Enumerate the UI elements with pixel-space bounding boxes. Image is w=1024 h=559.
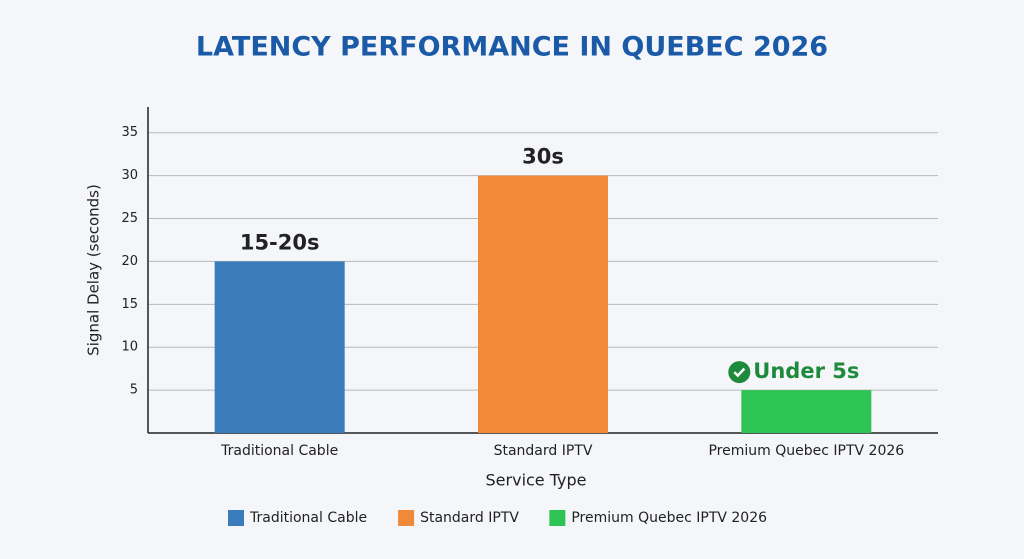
x-axis-label: Service Type [486,471,587,490]
y-tick-label: 30 [121,168,138,183]
legend-label: Premium Quebec IPTV 2026 [571,510,767,526]
legend-swatch [549,510,566,526]
bar [478,175,608,433]
y-axis-label: Signal Delay (seconds) [85,184,103,356]
y-tick-label: 25 [121,211,138,226]
value-label: Under 5s [753,359,859,383]
chart-title: LATENCY PERFORMANCE IN QUEBEC 2026 [196,32,828,63]
legend-label: Standard IPTV [420,510,519,526]
x-tick-label: Traditional Cable [220,443,338,459]
y-tick-label: 10 [121,340,138,355]
check-badge [728,361,751,384]
y-tick-label: 5 [130,383,138,398]
x-tick-label: Premium Quebec IPTV 2026 [708,443,904,459]
check-mark [733,367,746,378]
legend-swatch [398,510,415,526]
bar [214,261,345,433]
y-tick-label: 15 [121,297,138,312]
legend-swatch [228,510,244,526]
x-tick-label: Standard IPTV [494,443,593,459]
value-label: 15-20s [240,230,320,254]
legend-label: Traditional Cable [249,510,367,526]
y-tick-label: 35 [121,125,138,140]
value-label: 30s [522,145,564,169]
y-tick-label: 20 [121,254,138,269]
bar [741,390,872,433]
